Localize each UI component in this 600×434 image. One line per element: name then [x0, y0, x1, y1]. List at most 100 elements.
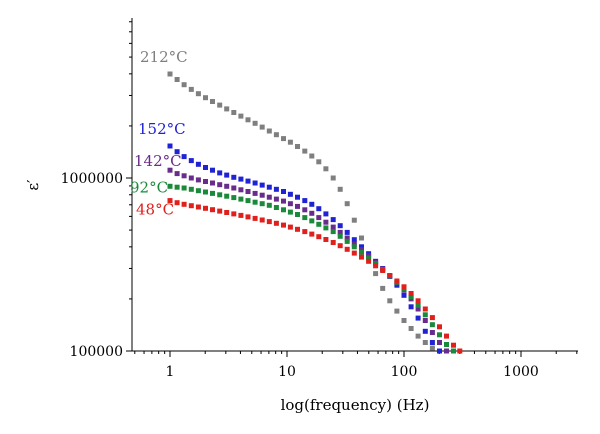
data-point	[167, 198, 173, 204]
data-point	[252, 180, 258, 186]
data-point	[238, 196, 244, 202]
data-point	[188, 175, 194, 181]
data-point	[203, 179, 208, 184]
data-point	[245, 214, 251, 220]
series-label: 48°C	[136, 201, 174, 219]
data-point	[422, 340, 428, 345]
data-point	[174, 184, 180, 190]
data-point	[203, 165, 208, 170]
data-point	[422, 328, 428, 334]
data-point	[359, 235, 364, 241]
data-point	[245, 189, 251, 194]
data-point	[188, 158, 194, 164]
data-point	[259, 192, 265, 198]
data-point	[217, 182, 223, 188]
data-point	[401, 284, 407, 290]
data-point	[323, 219, 329, 225]
data-point	[231, 185, 237, 191]
data-point	[309, 201, 315, 207]
data-point	[437, 340, 442, 345]
data-point	[252, 215, 258, 221]
data-point	[323, 225, 329, 231]
data-point	[316, 221, 322, 227]
data-point	[337, 186, 343, 192]
data-point	[217, 192, 223, 198]
data-point	[210, 167, 215, 173]
data-point	[401, 292, 407, 298]
data-point	[323, 211, 329, 217]
data-point	[238, 176, 244, 182]
data-point	[217, 102, 223, 108]
series-label: 212°C	[140, 48, 188, 66]
data-point	[245, 178, 251, 184]
data-point	[309, 153, 315, 159]
data-point	[422, 306, 428, 312]
data-point	[181, 185, 187, 191]
data-point	[266, 202, 272, 208]
data-point	[457, 348, 463, 354]
data-point	[259, 217, 265, 223]
data-point	[231, 110, 237, 115]
data-point	[387, 273, 393, 278]
data-point	[330, 240, 336, 245]
data-point	[408, 291, 414, 296]
data-point	[287, 209, 293, 215]
data-point	[224, 172, 230, 178]
data-point	[429, 315, 435, 321]
data-point	[266, 128, 272, 134]
data-point	[224, 106, 230, 112]
data-point	[273, 132, 279, 138]
data-point	[231, 174, 237, 180]
data-point	[337, 229, 343, 235]
data-point	[437, 324, 442, 330]
data-point	[451, 342, 456, 348]
data-point	[451, 348, 456, 354]
data-point	[224, 193, 230, 199]
series-labels: 212°C 152°C 142°C 92°C 48°C	[130, 48, 188, 219]
x-tick-label: 1	[166, 364, 175, 380]
data-point	[351, 237, 357, 243]
x-tick-label: 10	[278, 364, 296, 380]
series-label: 92°C	[130, 178, 168, 196]
data-point	[330, 175, 336, 181]
data-point	[287, 224, 293, 230]
data-point	[337, 223, 343, 229]
data-point	[167, 183, 173, 189]
data-point	[238, 187, 244, 193]
data-point	[174, 171, 180, 177]
data-point	[266, 194, 272, 200]
data-point	[195, 161, 201, 167]
data-point	[302, 229, 308, 235]
data-point	[167, 71, 173, 77]
y-tick-label: 1000000	[61, 171, 123, 187]
data-point	[337, 243, 343, 249]
data-point	[181, 154, 187, 160]
data-point	[259, 201, 265, 207]
data-point	[287, 139, 293, 145]
series-152C	[167, 143, 442, 354]
data-point	[302, 148, 308, 154]
data-point	[174, 149, 180, 155]
data-point	[295, 144, 300, 149]
data-point	[203, 205, 208, 211]
data-point	[295, 203, 300, 209]
data-point	[281, 198, 286, 204]
data-point	[373, 271, 379, 277]
y-axis-title: ε′	[24, 179, 42, 191]
x-tick-label: 1000	[503, 364, 539, 380]
data-point	[302, 215, 308, 221]
data-point	[281, 207, 286, 213]
data-point	[344, 238, 350, 244]
data-point	[408, 326, 414, 331]
data-point	[238, 113, 244, 119]
data-point	[366, 255, 372, 261]
data-point	[195, 188, 201, 194]
data-point	[316, 159, 322, 165]
data-point	[444, 342, 449, 347]
chart-axes	[131, 18, 578, 352]
data-point	[380, 268, 386, 273]
data-point	[273, 220, 279, 226]
data-point	[266, 184, 272, 190]
data-point	[309, 231, 315, 237]
data-point	[323, 166, 329, 172]
